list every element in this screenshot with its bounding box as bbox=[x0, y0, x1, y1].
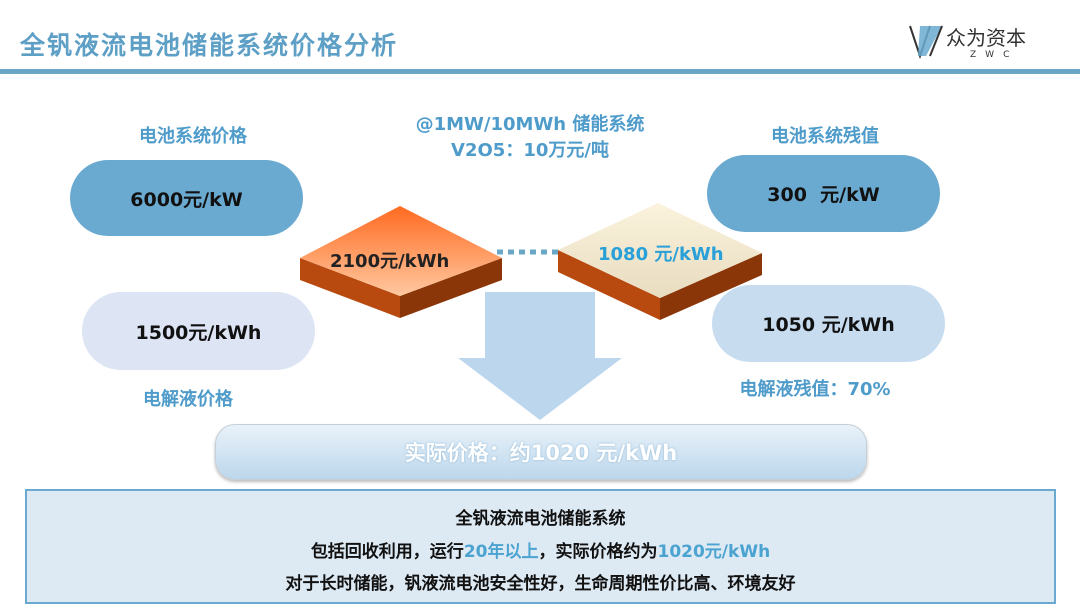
battery-price-pill: 6000元/kW bbox=[70, 160, 303, 236]
summary-box: 全钒液流电池储能系统 包括回收利用，运行20年以上，实际价格约为1020元/kW… bbox=[25, 489, 1056, 604]
battery-price-label: 电池系统价格 bbox=[139, 126, 247, 147]
page-title: 全钒液流电池储能系统价格分析 bbox=[20, 31, 399, 60]
down-arrow bbox=[458, 292, 622, 420]
initial-cost-plate bbox=[300, 206, 502, 318]
summary-line-2: 包括回收利用，运行20年以上，实际价格约为1020元/kWh bbox=[27, 537, 1054, 562]
actual-price-bar: 实际价格：约1020 元/kWh bbox=[215, 424, 867, 480]
spec-line-2: V2O5：10万元/吨 bbox=[451, 140, 609, 161]
summary-line-3: 对于长时储能，钒液流电池安全性好，生命周期性价比高、环境友好 bbox=[285, 574, 796, 594]
logo: 众为资本 ZWC bbox=[908, 22, 1058, 62]
logo-text: 众为资本 bbox=[946, 26, 1026, 50]
spec-line-1: @1MW/10MWh 储能系统 bbox=[415, 114, 645, 135]
residual-cost-plate bbox=[558, 203, 762, 320]
electrolyte-residual-label: 电解液残值：70% bbox=[739, 379, 891, 400]
electrolyte-residual-pill: 1050 元/kWh bbox=[712, 285, 945, 362]
logo-subtext: ZWC bbox=[970, 50, 1019, 60]
summary-text: 包括回收利用，运行 bbox=[310, 542, 464, 562]
battery-residual-label: 电池系统残值 bbox=[771, 126, 879, 147]
zwc-logo-icon bbox=[909, 25, 943, 60]
residual-cost-value: 1080 元/kWh bbox=[598, 244, 724, 265]
initial-cost-value: 2100元/kWh bbox=[330, 251, 450, 272]
battery-residual-pill: 300 元/kW bbox=[707, 155, 940, 232]
summary-highlight-years: 20年以上 bbox=[463, 542, 539, 562]
electrolyte-price-label: 电解液价格 bbox=[143, 389, 233, 410]
electrolyte-price-pill: 1500元/kWh bbox=[82, 292, 315, 370]
summary-text: ，实际价格约为 bbox=[538, 542, 658, 562]
summary-highlight-price: 1020元/kWh bbox=[657, 542, 771, 562]
summary-heading: 全钒液流电池储能系统 bbox=[455, 509, 626, 529]
header-divider bbox=[0, 69, 1080, 74]
